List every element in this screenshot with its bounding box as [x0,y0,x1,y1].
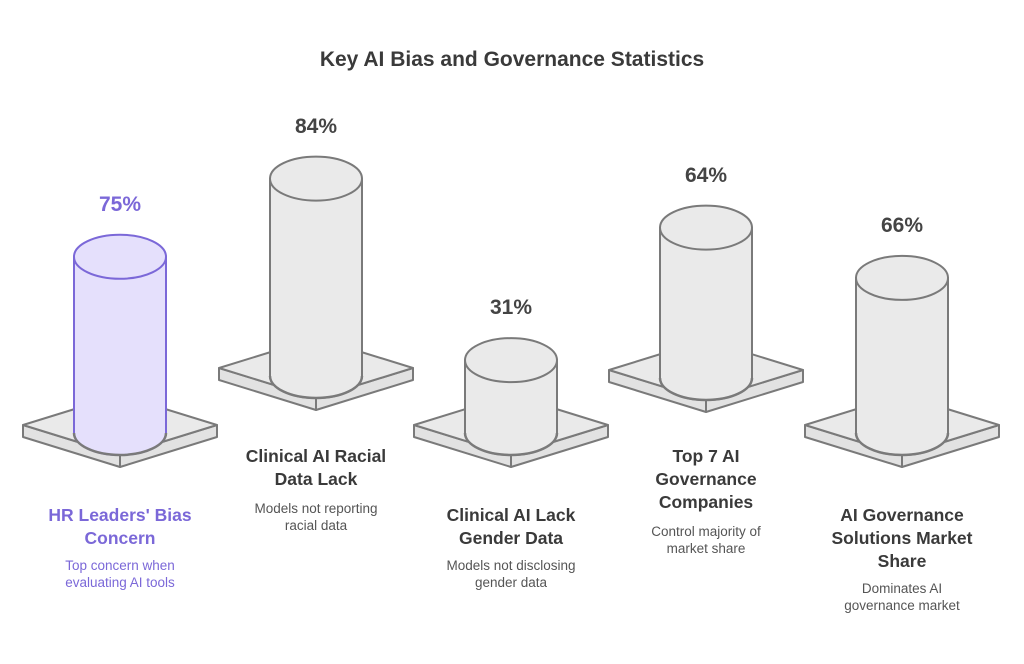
category-description: Models not disclosing gender data [446,558,576,590]
category-description: Models not reporting racial data [254,501,378,533]
cylinder-base-edge [72,432,168,457]
category-label: HR Leaders' Bias Concern [48,505,192,548]
category-label: Clinical AI Lack Gender Data [446,505,576,548]
cylinder-base-edge [463,432,559,457]
value-label: 75% [98,192,142,216]
value-label: 31% [489,296,533,320]
category-label: Top 7 AI Governance Companies [655,446,757,512]
value-label: 64% [684,163,728,187]
value-label: 84% [294,114,338,138]
value-label: 66% [880,213,924,237]
cylinder-base-edge [658,377,754,402]
cylinder-top [73,233,167,280]
cylinder-body [855,276,949,456]
cylinder-top [659,204,753,251]
cylinder-top [855,254,949,301]
category-description: Dominates AI governance market [844,581,960,613]
cylinder-top [269,155,363,202]
category-description: Control majority of market share [651,524,761,556]
category-label: Clinical AI Racial Data Lack [245,446,387,489]
chart-title: Key AI Bias and Governance Statistics [319,48,705,71]
cylinder-body [269,177,363,399]
cylinder-base-edge [268,375,364,400]
cylinder-top [464,337,558,384]
category-description: Top concern when evaluating AI tools [65,558,175,590]
cylinder-body [659,226,753,401]
category-label: AI Governance Solutions Market Share [831,505,973,571]
cylinder-base-edge [854,432,950,457]
cylinder-body [73,255,167,456]
